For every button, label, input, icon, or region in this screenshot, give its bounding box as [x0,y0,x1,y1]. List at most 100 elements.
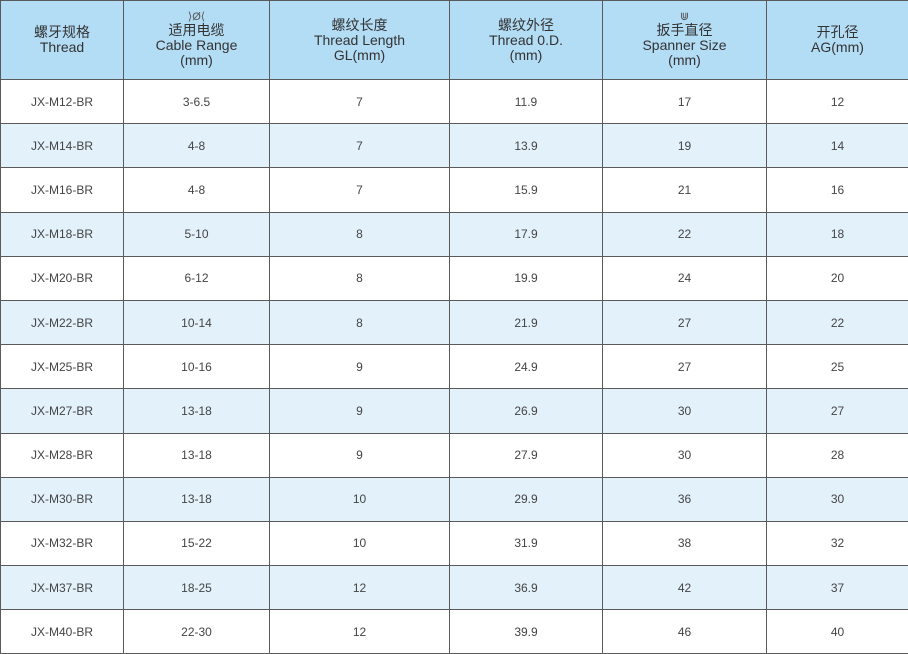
table-cell: 21 [603,168,767,212]
table-cell: 9 [270,433,450,477]
table-cell: 5-10 [124,212,270,256]
header-unit: (mm) [124,53,269,68]
table-cell: JX-M28-BR [1,433,124,477]
header-unit: GL(mm) [270,48,449,63]
table-cell: 6-12 [124,256,270,300]
table-cell: 27 [603,300,767,344]
table-cell: 10-16 [124,345,270,389]
header-unit: (mm) [603,53,766,68]
table-cell: JX-M20-BR [1,256,124,300]
table-cell: 21.9 [450,300,603,344]
table-cell: 15.9 [450,168,603,212]
table-cell: 22 [603,212,767,256]
table-cell: 7 [270,124,450,168]
table-cell: 40 [767,610,908,654]
table-cell: 17.9 [450,212,603,256]
table-cell: 15-22 [124,521,270,565]
table-cell: JX-M40-BR [1,610,124,654]
table-cell: JX-M27-BR [1,389,124,433]
header-en: Thread [1,40,123,55]
table-cell: 14 [767,124,908,168]
table-cell: 46 [603,610,767,654]
table-cell: 22 [767,300,908,344]
table-cell: 24.9 [450,345,603,389]
header-en: AG(mm) [767,40,908,55]
table-cell: 11.9 [450,80,603,124]
table-cell: 13-18 [124,477,270,521]
table-cell: 42 [603,566,767,610]
table-cell: 12 [270,610,450,654]
table-cell: 30 [767,477,908,521]
table-cell: 18-25 [124,566,270,610]
header-en: Thread Length [270,33,449,48]
table-cell: 13.9 [450,124,603,168]
table-cell: 7 [270,80,450,124]
table-cell: 20 [767,256,908,300]
table-cell: JX-M18-BR [1,212,124,256]
table-cell: 12 [767,80,908,124]
header-cn: 螺纹外径 [450,18,602,33]
table-cell: 4-8 [124,124,270,168]
table-cell: JX-M22-BR [1,300,124,344]
table-cell: 30 [603,389,767,433]
table-cell: JX-M25-BR [1,345,124,389]
table-cell: 36 [603,477,767,521]
table-cell: 16 [767,168,908,212]
table-cell: 10 [270,521,450,565]
table-cell: 25 [767,345,908,389]
table-cell: 24 [603,256,767,300]
header-cn: 开孔径 [767,25,908,40]
table-cell: 8 [270,256,450,300]
table-cell: 27 [603,345,767,389]
table-cell: 29.9 [450,477,603,521]
table-cell: 36.9 [450,566,603,610]
header-cn: 扳手直径 [603,23,766,38]
table-cell: 4-8 [124,168,270,212]
table-cell: 32 [767,521,908,565]
table-cell: 3-6.5 [124,80,270,124]
table-cell: JX-M16-BR [1,168,124,212]
table-cell: 9 [270,345,450,389]
table-cell: 22-30 [124,610,270,654]
header-unit: (mm) [450,48,602,63]
header-cn: 螺牙规格 [1,25,123,40]
table-cell: 19 [603,124,767,168]
table-cell: 17 [603,80,767,124]
table-cell: 10-14 [124,300,270,344]
table-cell: 28 [767,433,908,477]
table-cell: 13-18 [124,389,270,433]
table-cell: 39.9 [450,610,603,654]
table-cell: JX-M32-BR [1,521,124,565]
table-cell: 27.9 [450,433,603,477]
header-en: Thread 0.D. [450,33,602,48]
table-cell: 12 [270,566,450,610]
table-cell: 8 [270,300,450,344]
table-cell: 7 [270,168,450,212]
table-cell: 10 [270,477,450,521]
table-cell: 8 [270,212,450,256]
table-cell: JX-M14-BR [1,124,124,168]
header-en: Cable Range [124,38,269,53]
table-cell: 18 [767,212,908,256]
table-cell: JX-M30-BR [1,477,124,521]
header-en: Spanner Size [603,38,766,53]
table-cell: 31.9 [450,521,603,565]
table-cell: 9 [270,389,450,433]
table-cell: 19.9 [450,256,603,300]
